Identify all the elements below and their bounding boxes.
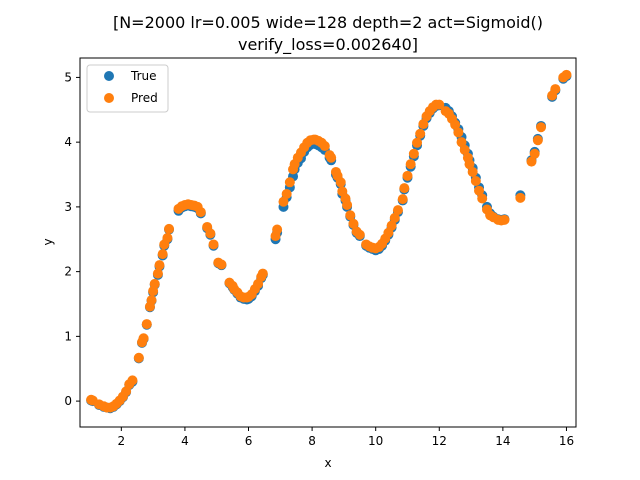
scatter-point-pred [474,185,485,196]
scatter-point-pred [208,239,219,250]
scatter-point-pred [326,152,337,163]
scatter-point-pred [157,249,168,260]
scatter-point-pred [529,148,540,159]
scatter-point-pred [386,220,397,231]
scatter-point-pred [272,224,283,235]
scatter-point-pred [561,69,572,80]
scatter-point-pred [526,156,537,167]
scatter-point-pred [216,259,227,270]
scatter-point-pred [154,260,165,271]
x-tick-label: 2 [118,434,126,448]
scatter-point-pred [348,218,359,229]
legend-label-true: True [130,69,157,83]
scatter-point-pred [257,268,268,279]
scatter-point-pred [389,212,400,223]
scatter-point-pred [550,84,561,95]
scatter-point-pred [195,207,206,218]
scatter-point-pred [152,268,163,279]
legend-label-pred: Pred [131,91,158,105]
chart-title-line-2: verify_loss=0.002640] [238,35,418,55]
scatter-point-pred [164,223,175,234]
y-tick-label: 0 [64,394,72,408]
scatter-point-pred [467,166,478,177]
scatter-point-pred [477,193,488,204]
legend-marker-true [104,71,114,81]
chart-title-line-1: [N=2000 lr=0.005 wide=128 depth=2 act=Si… [113,13,543,32]
scatter-point-pred [459,144,470,155]
y-axis-ticks: 0 1 2 3 4 5 [64,70,80,408]
y-tick-label: 1 [64,329,72,343]
scatter-point-pred [281,188,292,199]
scatter-point-pred [532,135,543,146]
plot-area-frame [79,57,577,428]
y-tick-label: 5 [64,70,72,84]
x-tick-label: 14 [495,434,510,448]
scatter-point-pred [133,352,144,363]
x-tick-label: 8 [308,434,316,448]
x-tick-label: 12 [432,434,447,448]
y-axis-label: y [41,238,55,245]
scatter-point-pred [149,278,160,289]
scatter-point-pred [515,192,526,203]
x-axis-label: x [324,456,331,470]
scatter-point-pred [470,176,481,186]
scatter-point-pred [405,159,416,170]
scatter-point-pred [278,196,289,207]
scatter-point-pred [354,229,365,240]
scatter-point-pred [392,205,403,216]
scatter-point-pred [319,141,330,152]
scatter-point-pred [397,194,408,205]
scatter-point-pred [205,228,216,239]
y-tick-label: 2 [64,265,72,279]
scatter-point-pred [464,159,475,170]
x-axis-ticks: 2 4 6 8 10 12 14 16 [118,427,574,448]
scatter-point-pred [284,177,295,188]
x-tick-label: 16 [559,434,574,448]
scatter-point-pred [399,183,410,194]
scatter-point-pred [453,127,464,138]
scatter-point-pred [162,232,173,243]
scatter-point-pred [536,122,547,133]
scatter-points-layer [86,69,572,414]
legend: True Pred [86,64,169,113]
scatter-point-pred [499,214,510,225]
x-tick-label: 10 [368,434,383,448]
y-tick-label: 3 [64,200,72,214]
y-tick-label: 4 [64,135,72,149]
scatter-point-pred [456,137,467,148]
scatter-point-pred [345,210,356,221]
scatter-point-pred [141,319,152,330]
scatter-point-pred [408,148,419,159]
x-tick-label: 4 [181,434,189,448]
scatter-point-pred [127,375,138,386]
legend-marker-pred [104,93,114,103]
scatter-point-pred [418,119,429,130]
scatter-point-pred [138,333,149,344]
scatter-point-pred [412,137,423,148]
scatter-point-pred [146,295,157,306]
scatter-point-pred [402,170,413,181]
x-tick-label: 6 [245,434,253,448]
scatter-point-pred [335,177,346,188]
scatter-point-pred [415,128,426,139]
scatter-point-pred [342,199,353,210]
scatter-point-pred [434,99,445,110]
scatter-point-pred [450,119,461,130]
